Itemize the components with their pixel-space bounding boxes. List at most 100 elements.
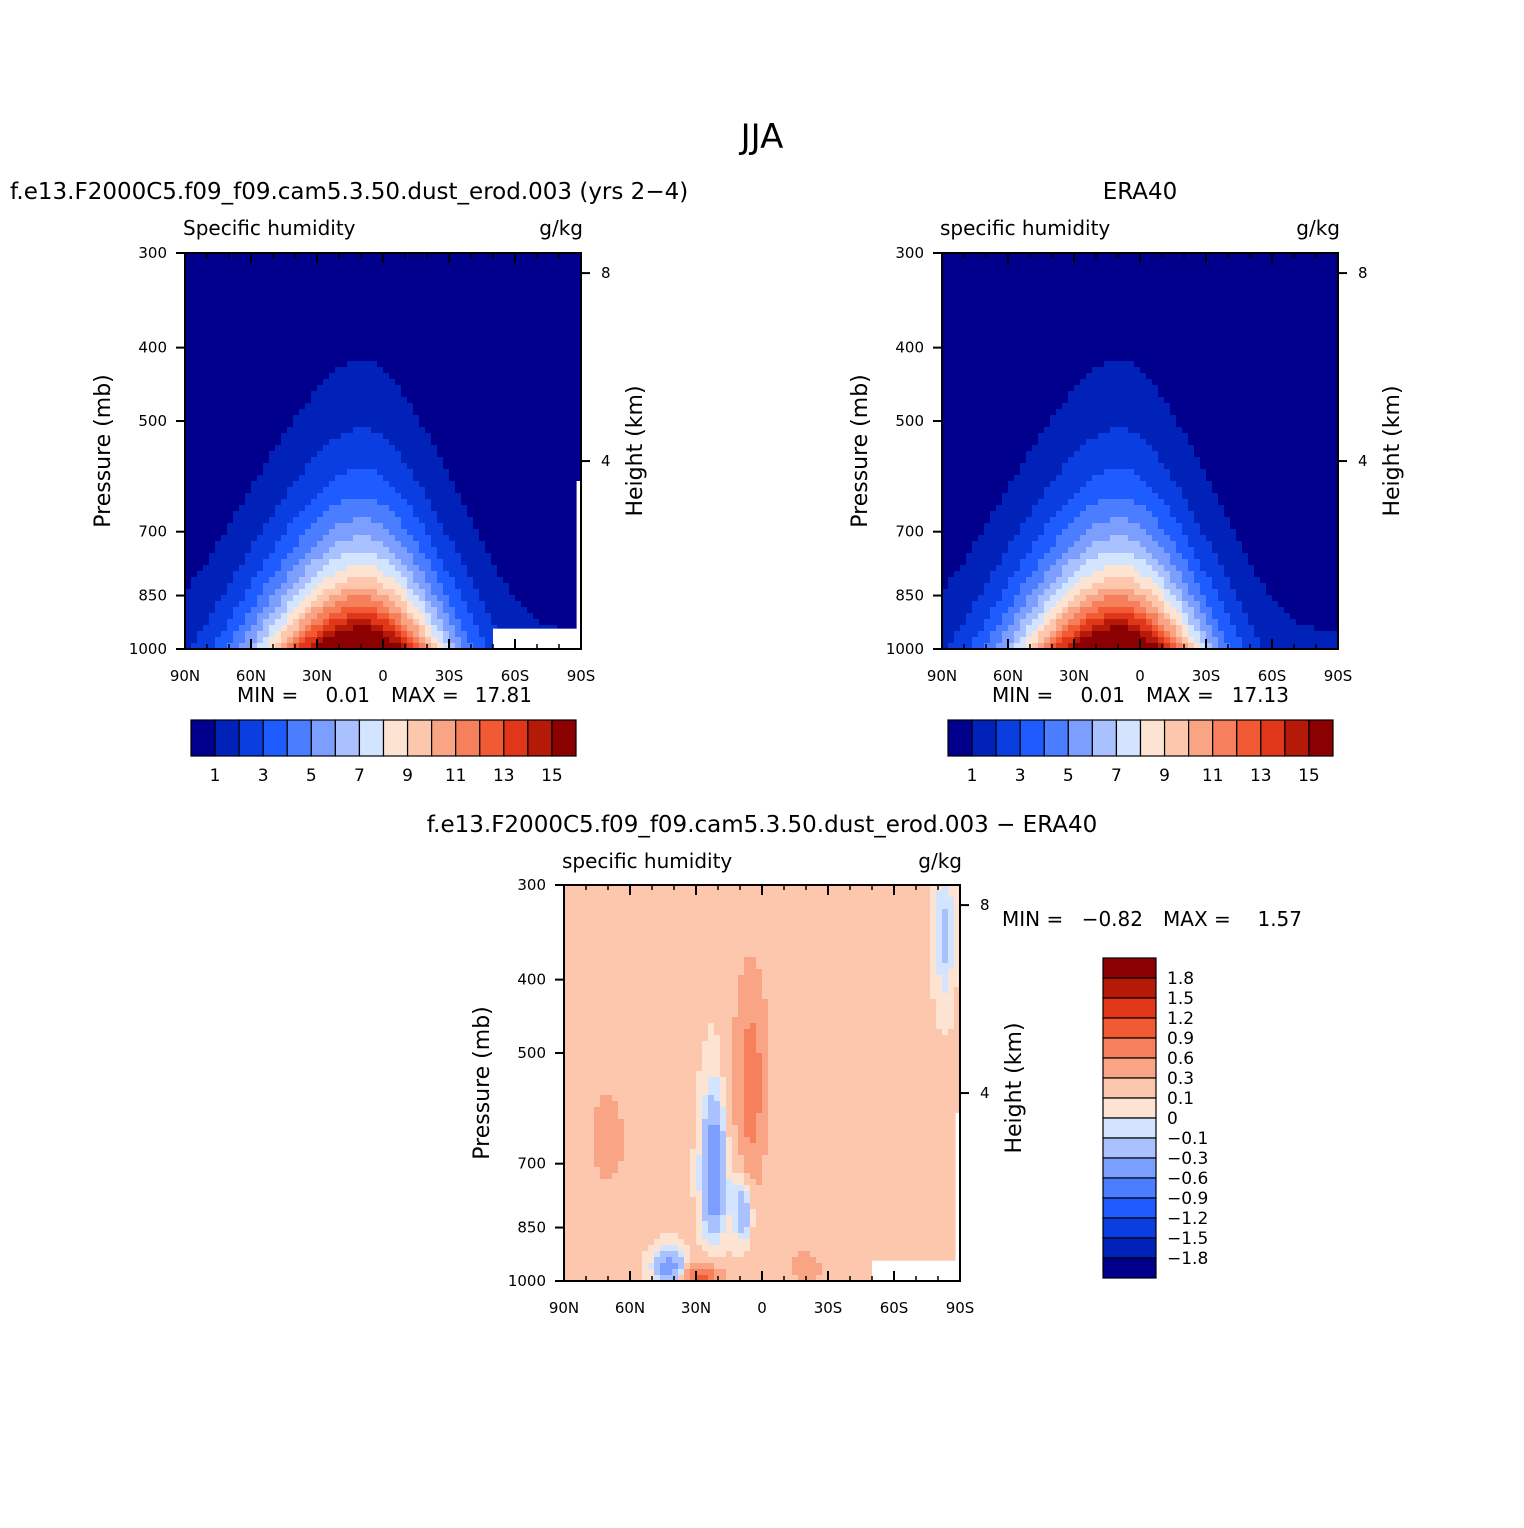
field-cell xyxy=(443,625,450,632)
field-cell xyxy=(377,313,384,320)
field-cell xyxy=(569,331,576,338)
field-cell xyxy=(227,319,234,326)
field-cell xyxy=(948,607,955,614)
field-cell xyxy=(245,283,252,290)
field-cell xyxy=(509,439,516,446)
field-cell xyxy=(443,577,450,584)
field-cell xyxy=(305,517,312,524)
field-cell xyxy=(311,493,318,500)
field-cell xyxy=(533,535,540,542)
field-cell xyxy=(437,511,444,518)
field-cell xyxy=(539,403,546,410)
field-cell xyxy=(401,631,408,638)
panel-obs-variable-label: specific humidity xyxy=(940,216,1110,240)
field-cell xyxy=(539,421,546,428)
field-cell xyxy=(353,307,360,314)
field-cell xyxy=(521,457,528,464)
field-cell xyxy=(347,463,354,470)
field-cell xyxy=(467,283,474,290)
field-cell xyxy=(449,493,456,500)
field-cell xyxy=(245,415,252,422)
field-cell xyxy=(407,421,414,428)
field-cell xyxy=(263,445,270,452)
field-cell xyxy=(503,361,510,368)
field-cell xyxy=(233,373,240,380)
field-cell xyxy=(197,529,204,536)
field-cell xyxy=(389,505,396,512)
field-cell xyxy=(347,397,354,404)
field-cell xyxy=(413,601,420,608)
field-cell xyxy=(479,607,486,614)
field-cell xyxy=(431,271,438,278)
field-cell xyxy=(972,319,979,326)
field-cell xyxy=(341,259,348,266)
field-cell xyxy=(479,583,486,590)
field-cell xyxy=(305,601,312,608)
field-cell xyxy=(473,529,480,536)
field-cell xyxy=(407,307,414,314)
field-cell xyxy=(299,463,306,470)
field-cell xyxy=(563,361,570,368)
field-cell xyxy=(209,325,216,332)
field-cell xyxy=(359,331,366,338)
field-cell xyxy=(473,313,480,320)
field-cell xyxy=(395,451,402,458)
field-cell xyxy=(329,553,336,560)
field-cell xyxy=(545,553,552,560)
field-cell xyxy=(383,583,390,590)
field-cell xyxy=(479,499,486,506)
field-cell xyxy=(533,487,540,494)
field-cell xyxy=(990,283,997,290)
field-cell xyxy=(419,565,426,572)
field-cell xyxy=(293,631,300,638)
field-cell xyxy=(227,547,234,554)
field-cell xyxy=(299,541,306,548)
field-cell xyxy=(401,463,408,470)
field-cell xyxy=(984,265,991,272)
field-cell xyxy=(497,391,504,398)
field-cell xyxy=(431,481,438,488)
field-cell xyxy=(359,325,366,332)
field-cell xyxy=(978,307,985,314)
field-cell xyxy=(443,367,450,374)
field-cell xyxy=(966,451,973,458)
field-cell xyxy=(269,535,276,542)
field-cell xyxy=(948,397,955,404)
field-cell xyxy=(485,625,492,632)
field-cell xyxy=(521,301,528,308)
field-cell xyxy=(209,595,216,602)
field-cell xyxy=(503,511,510,518)
field-cell xyxy=(551,433,558,440)
field-cell xyxy=(539,565,546,572)
field-cell xyxy=(371,475,378,482)
field-cell xyxy=(311,277,318,284)
field-cell xyxy=(299,325,306,332)
field-cell xyxy=(191,319,198,326)
field-cell xyxy=(371,553,378,560)
field-cell xyxy=(395,295,402,302)
field-cell xyxy=(569,409,576,416)
field-cell xyxy=(257,295,264,302)
field-cell xyxy=(347,271,354,278)
field-cell xyxy=(960,385,967,392)
field-cell xyxy=(377,355,384,362)
field-cell xyxy=(377,499,384,506)
field-cell xyxy=(401,313,408,320)
field-cell xyxy=(257,445,264,452)
field-cell xyxy=(527,361,534,368)
field-cell xyxy=(221,445,228,452)
field-cell xyxy=(455,577,462,584)
field-cell xyxy=(533,409,540,416)
field-cell xyxy=(323,409,330,416)
field-cell xyxy=(960,355,967,362)
field-cell xyxy=(413,421,420,428)
field-cell xyxy=(347,589,354,596)
field-cell xyxy=(557,445,564,452)
field-cell xyxy=(473,583,480,590)
field-cell xyxy=(948,283,955,290)
field-cell xyxy=(395,433,402,440)
field-cell xyxy=(317,607,324,614)
field-cell xyxy=(479,295,486,302)
field-cell xyxy=(257,325,264,332)
field-cell xyxy=(491,493,498,500)
